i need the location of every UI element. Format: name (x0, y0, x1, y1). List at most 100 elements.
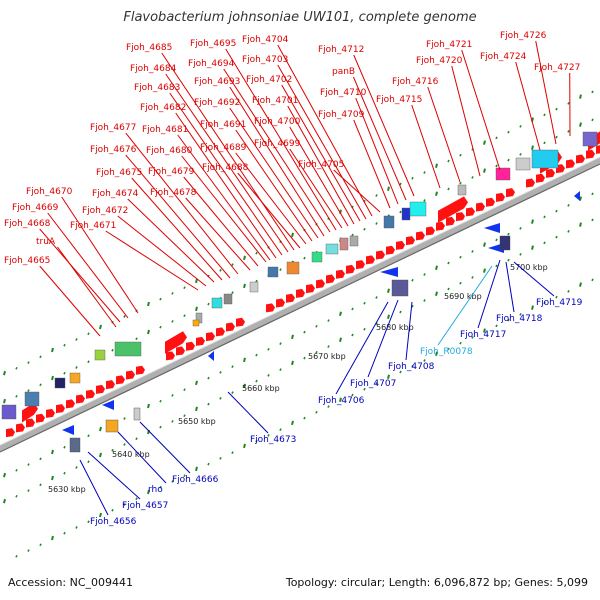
scale-label: 5650 kbp (178, 417, 216, 426)
gene-label-layer: Fjoh_4665 truA Fjoh_4668 Fjoh_4669 Fjoh_4670… (4, 31, 583, 527)
plus-gene-label: Fjoh_4677 (90, 123, 136, 133)
tick-mark (183, 314, 186, 318)
tick-mark (399, 370, 402, 374)
feature-box (192, 319, 200, 327)
plus-gene-label: Fjoh_4699 (254, 139, 301, 149)
minus-callout-line (79, 459, 109, 516)
tick-mark (15, 366, 18, 370)
tick-mark (3, 398, 6, 404)
feature-box (339, 237, 349, 251)
tick-mark (279, 268, 282, 271)
tick-mark (291, 360, 294, 366)
tick-mark (555, 295, 558, 299)
tick-mark (531, 145, 534, 150)
plus-gene-arrow (116, 375, 125, 385)
tick-mark (423, 199, 426, 202)
tick-mark (171, 292, 174, 295)
plus-callout-line (277, 64, 367, 220)
tick-mark (375, 296, 378, 299)
plus-gene-arrow (466, 207, 475, 217)
plus-gene-arrow (416, 231, 425, 241)
plus-gene-label: Fjoh_4721 (426, 40, 472, 50)
minus-gene-label: Fjoh_4707 (350, 379, 396, 389)
tick-mark (171, 394, 174, 397)
tick-mark (579, 122, 582, 127)
plus-callout-line (451, 65, 481, 177)
plus-gene-arrow (586, 149, 595, 159)
tick-mark (63, 445, 66, 449)
tick-mark (387, 288, 390, 294)
tick-mark (279, 428, 282, 431)
backbone-highlight (0, 156, 600, 446)
tick-mark (123, 417, 126, 420)
minus-callout-line (505, 261, 515, 313)
tick-mark (567, 102, 570, 105)
plus-callout-line (47, 212, 129, 319)
plus-gene-arrow (216, 327, 225, 337)
tick-mark (531, 305, 534, 310)
plus-gene-label: Fjoh_4692 (194, 98, 240, 108)
plus-callout-line (225, 48, 337, 231)
feature-box (582, 131, 598, 147)
plus-callout-line (165, 73, 289, 253)
tick-mark (15, 494, 18, 498)
plus-gene-label: Fjoh_4716 (392, 77, 439, 87)
plus-callout-line (411, 104, 441, 189)
tick-mark (27, 489, 30, 492)
tick-mark (351, 393, 354, 397)
tick-mark (495, 136, 498, 140)
tick-mark (423, 171, 426, 174)
tick-mark (63, 471, 66, 475)
tick-mark (291, 420, 294, 426)
plus-gene-arrow (576, 154, 585, 164)
tick-mark (483, 140, 486, 145)
plus-gene-label: Fjoh_4694 (188, 59, 235, 69)
tick-mark (363, 387, 366, 391)
plus-gene-arrow (206, 332, 215, 342)
tick-mark (555, 235, 558, 239)
plus-callout-line (183, 176, 259, 267)
plus-gene-arrow (346, 264, 355, 274)
tick-mark (519, 313, 522, 316)
plus-gene-label: Fjoh_4703 (242, 55, 288, 65)
tick-mark (159, 399, 162, 403)
tick-mark (207, 462, 210, 466)
tick-mark (27, 463, 30, 466)
minus-callout-line (87, 451, 141, 500)
plus-gene-arrow (536, 173, 545, 183)
tick-mark (351, 333, 354, 337)
plus-callout-line (287, 105, 355, 225)
tick-mark (375, 382, 378, 385)
tick-mark (195, 278, 198, 284)
tick-mark (279, 342, 282, 345)
plus-gene-arrow (376, 250, 385, 260)
plus-gene-arrow (16, 423, 25, 433)
tick-mark (27, 361, 30, 364)
minus-gene-label: Fjoh_4706 (318, 396, 365, 406)
tick-mark (123, 503, 126, 506)
tick-mark (507, 318, 510, 322)
plus-callout-line (223, 68, 331, 233)
plus-gene-arrow (196, 336, 205, 346)
tick-mark (507, 258, 510, 262)
tick-mark (135, 337, 138, 341)
plus-gene-label: panB (332, 67, 355, 77)
tick-mark (375, 222, 378, 225)
plus-callout-line (117, 215, 207, 287)
tick-mark (435, 351, 438, 356)
tick-mark (459, 341, 462, 345)
tick-mark (303, 330, 306, 334)
tick-mark (363, 227, 366, 231)
plus-gene-label: Fjoh_4676 (90, 145, 137, 155)
tick-mark (531, 245, 534, 250)
plus-gene-label: Fjoh_4720 (416, 56, 463, 66)
plus-gene-arrow (6, 428, 15, 438)
tick-mark (459, 281, 462, 285)
tick-mark (375, 322, 378, 325)
plus-callout-line (353, 54, 415, 197)
tick-mark (399, 310, 402, 314)
plus-gene-block (165, 331, 187, 354)
plus-gene-arrow (56, 404, 65, 414)
tick-mark (411, 176, 414, 180)
tick-mark (327, 319, 330, 322)
